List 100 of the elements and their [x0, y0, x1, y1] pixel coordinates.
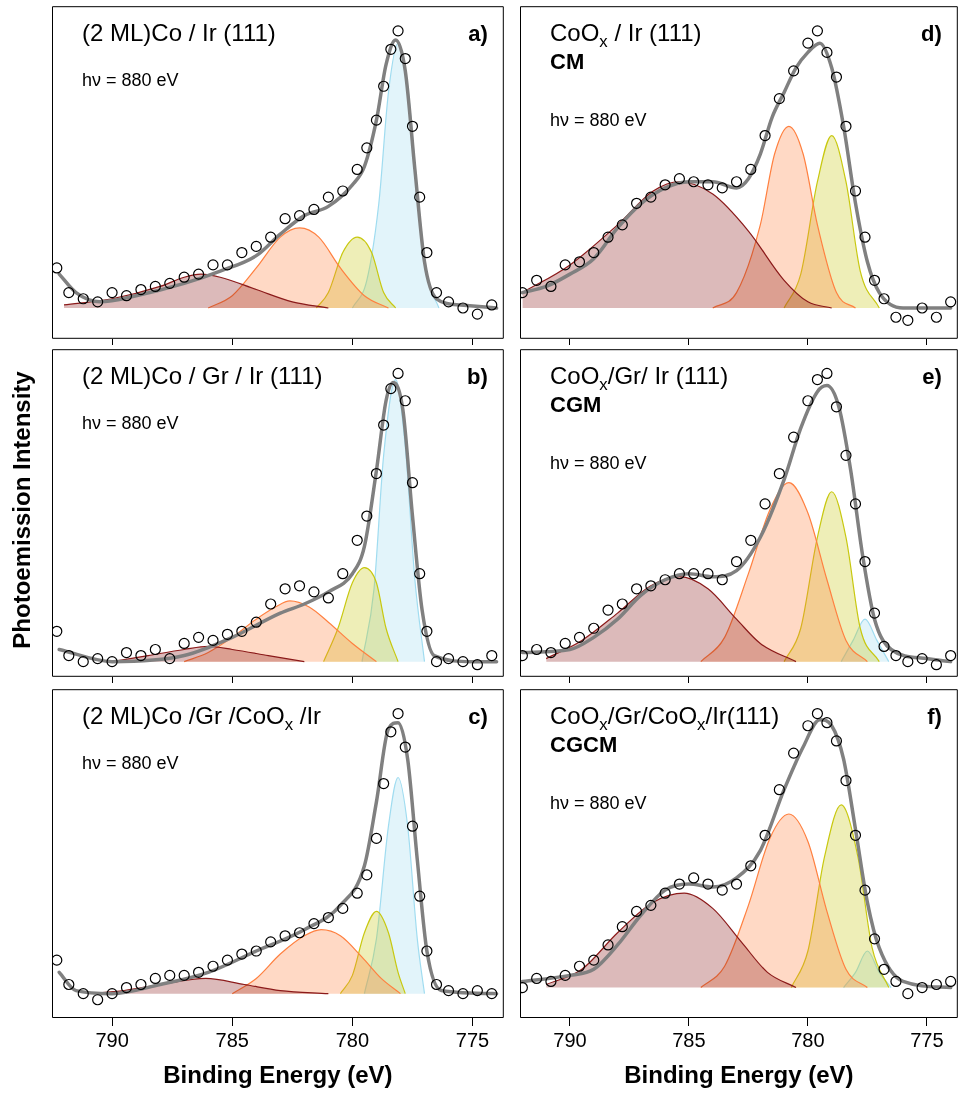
point — [351, 887, 363, 899]
point — [221, 954, 234, 966]
point — [106, 656, 118, 668]
point — [716, 182, 728, 194]
point — [279, 583, 291, 595]
point — [279, 213, 291, 225]
point — [849, 185, 862, 197]
point — [406, 820, 419, 832]
point — [802, 720, 814, 732]
point — [265, 598, 277, 610]
point — [688, 568, 700, 580]
point — [730, 555, 743, 568]
point — [930, 311, 942, 323]
point — [588, 246, 600, 259]
point — [250, 616, 262, 628]
point — [659, 574, 671, 586]
annotation: hν = 880 eV — [550, 453, 647, 474]
annotation: hν = 880 eV — [82, 70, 179, 91]
point — [106, 287, 118, 299]
point — [265, 936, 277, 948]
point — [811, 373, 824, 386]
point — [442, 653, 455, 665]
point — [149, 643, 161, 656]
point — [120, 290, 133, 302]
point — [392, 25, 404, 37]
point — [414, 191, 426, 203]
point — [945, 975, 957, 988]
point — [745, 860, 757, 872]
point — [52, 954, 63, 966]
point — [77, 656, 89, 668]
point — [337, 568, 349, 580]
point — [559, 259, 571, 271]
point — [52, 262, 63, 274]
point — [92, 296, 104, 308]
point — [702, 179, 714, 191]
point — [821, 367, 833, 380]
point — [392, 707, 404, 720]
point — [193, 268, 205, 280]
point — [645, 191, 657, 203]
point — [471, 659, 483, 671]
point — [630, 583, 643, 595]
point — [531, 274, 543, 286]
point — [559, 637, 571, 650]
point — [573, 256, 586, 268]
annotation: c) — [468, 704, 488, 730]
point — [63, 978, 75, 991]
annotation: hν = 880 eV — [82, 753, 179, 774]
point — [702, 568, 714, 580]
point — [406, 120, 419, 132]
point — [92, 994, 104, 1006]
point — [399, 52, 411, 65]
point — [236, 625, 248, 637]
point — [471, 985, 483, 997]
x-tick-label: 780 — [335, 1028, 370, 1051]
point — [745, 163, 757, 176]
point — [802, 37, 814, 49]
point — [265, 231, 277, 243]
point — [730, 878, 743, 890]
point — [802, 395, 814, 407]
point — [250, 945, 262, 957]
point — [811, 707, 824, 720]
point — [673, 878, 686, 890]
point — [178, 637, 190, 650]
point — [322, 191, 334, 203]
point — [164, 277, 176, 289]
point — [149, 280, 161, 293]
point — [716, 884, 728, 896]
point — [630, 197, 643, 209]
point — [545, 646, 557, 659]
point — [773, 784, 785, 796]
point — [378, 419, 390, 431]
point — [630, 905, 643, 918]
point — [821, 717, 833, 729]
point — [659, 887, 671, 899]
point — [868, 933, 881, 945]
point — [859, 555, 871, 568]
point — [92, 653, 104, 665]
point — [916, 302, 928, 314]
point — [442, 296, 455, 308]
point — [486, 988, 498, 1000]
point — [120, 981, 133, 994]
point — [193, 966, 205, 978]
annotation: e) — [922, 364, 942, 390]
point — [351, 534, 363, 546]
point — [457, 988, 469, 1000]
point — [545, 975, 557, 988]
point — [120, 646, 133, 659]
point — [471, 308, 483, 320]
point — [788, 747, 800, 759]
point — [545, 280, 557, 293]
point — [788, 431, 800, 443]
point — [840, 120, 852, 132]
point — [308, 203, 320, 216]
point — [399, 395, 411, 407]
point — [236, 246, 248, 259]
point — [178, 969, 190, 981]
point — [308, 586, 320, 598]
annotation: d) — [921, 21, 942, 47]
point — [221, 259, 234, 271]
point — [370, 114, 383, 126]
